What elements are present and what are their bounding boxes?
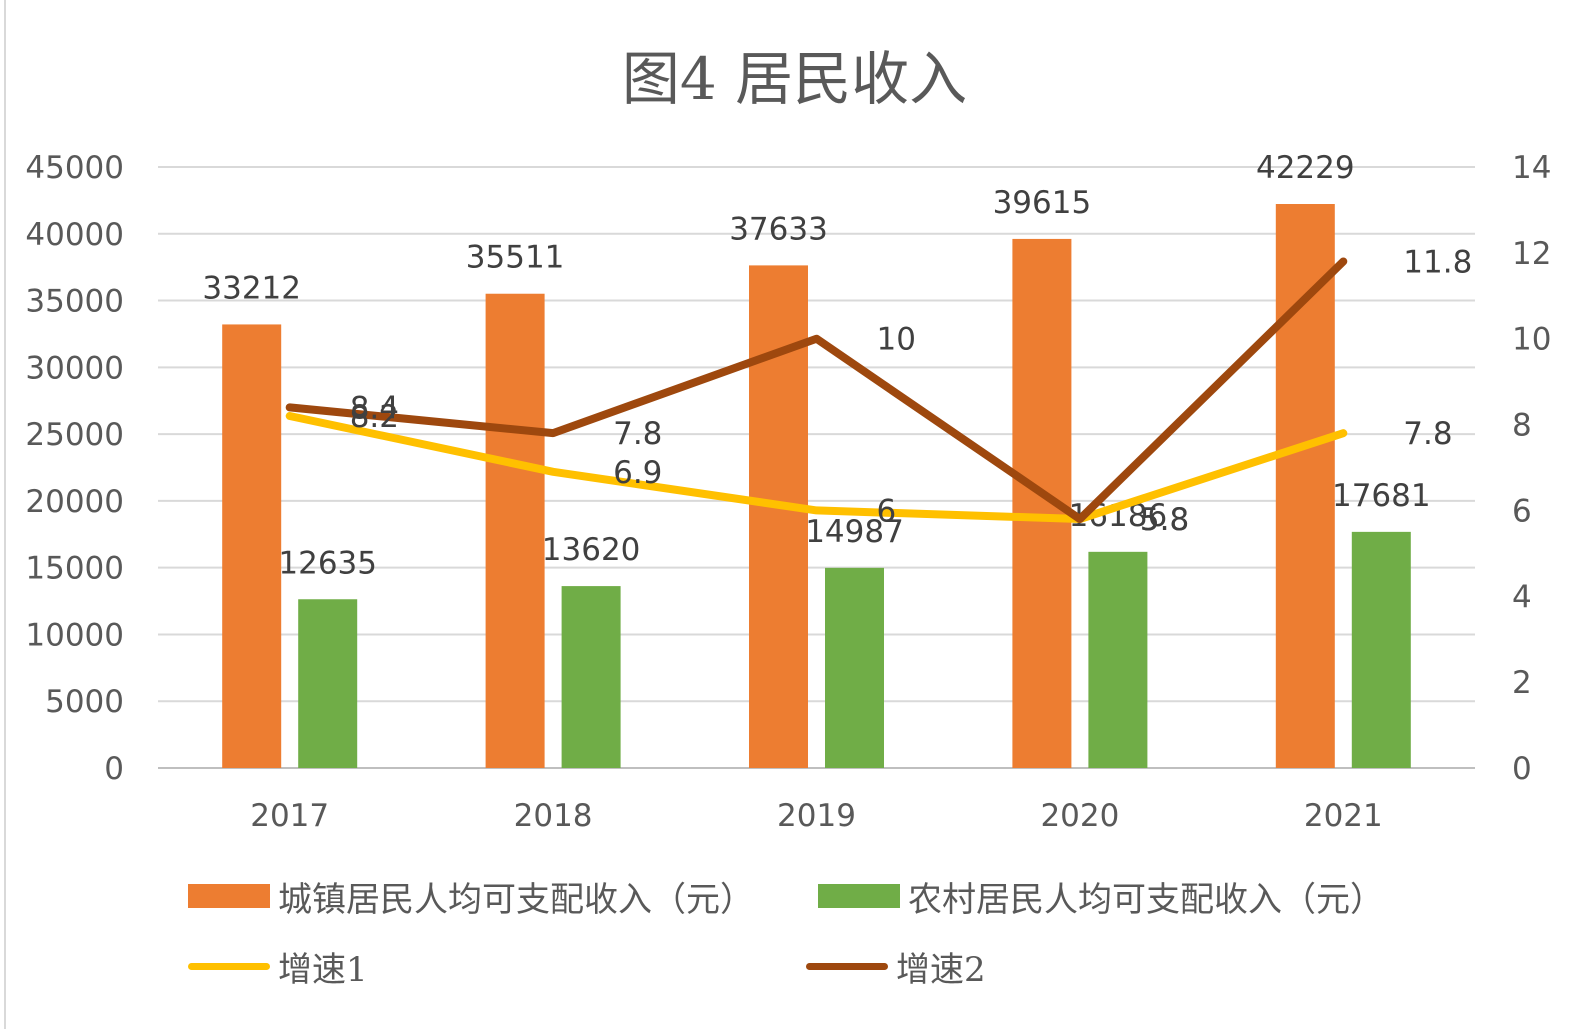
line-growth2-data-label: 11.8: [1403, 244, 1472, 280]
chart-legend: 城镇居民人均可支配收入（元） 农村居民人均可支配收入（元） 增速1 增速2: [0, 870, 1589, 1000]
y-left-tick-label: 35000: [25, 284, 124, 320]
bar-urban: [1275, 204, 1335, 768]
line-growth1-data-label: 5.8: [1140, 502, 1189, 538]
legend-swatch-urban: [188, 884, 270, 908]
bar-rural: [561, 586, 621, 768]
bar-urban: [485, 293, 545, 768]
y-left-tick-label: 5000: [45, 684, 124, 720]
y-right-tick-label: 8: [1512, 408, 1532, 444]
chart-plot: 0 5000 10000 15000 20000 25000 30000 35000 40000…: [25, 150, 1551, 834]
y-right-tick-label: 2: [1512, 665, 1532, 701]
y-left-tick-label: 15000: [25, 551, 124, 587]
legend-item-rural: 农村居民人均可支配收入（元）: [818, 876, 1384, 920]
bar-data-label: 13620: [542, 532, 641, 568]
y-left-tick-label: 25000: [25, 417, 124, 453]
bar-data-label: 37633: [729, 211, 828, 247]
y-left-tick-label: 30000: [25, 350, 124, 386]
legend-swatch-rural: [818, 884, 900, 908]
chart-title: 图4 居民收入: [621, 45, 968, 113]
bar-data-label: 39615: [993, 185, 1092, 221]
left-edge-line: [4, 0, 6, 1029]
y-right-tick-label: 0: [1512, 751, 1532, 787]
line-growth2-data-label: 5.8: [1140, 502, 1189, 538]
y-right-tick-label: 4: [1512, 579, 1532, 615]
bar-rural: [1088, 551, 1148, 768]
legend-swatch-growth2: [806, 962, 888, 970]
legend-item-urban: 城镇居民人均可支配收入（元）: [188, 876, 754, 920]
line-growth1: [285, 411, 1348, 524]
y-right-tick-label: 12: [1512, 236, 1551, 272]
x-tick-label: 2019: [777, 798, 856, 834]
bar-data-label: 33212: [202, 270, 301, 306]
bar-rural: [1351, 531, 1411, 768]
y-left-tick-label: 0: [104, 751, 124, 787]
line-growth1-data-label: 7.8: [1403, 416, 1452, 452]
y-left-tick-label: 45000: [25, 150, 124, 186]
y-left-tick-label: 10000: [25, 617, 124, 653]
line-growth1-data-label: 6: [877, 493, 897, 529]
line-growth2-data-label: 10: [877, 322, 916, 358]
y-right-tick-label: 14: [1512, 150, 1551, 186]
legend-item-growth1: 增速1: [188, 946, 368, 990]
y-right-tick-label: 6: [1512, 493, 1532, 529]
x-tick-label: 2017: [250, 798, 329, 834]
legend-label-growth1: 增速1: [278, 949, 368, 990]
legend-label-growth2: 增速2: [896, 949, 986, 990]
legend-label-rural: 农村居民人均可支配收入（元）: [908, 879, 1384, 920]
bar-urban: [222, 324, 282, 768]
legend-swatch-growth1: [188, 962, 270, 970]
y-right-tick-label: 10: [1512, 322, 1551, 358]
line-growth2-data-label: 7.8: [613, 416, 662, 452]
bar-data-label: 12635: [278, 545, 377, 581]
y-left-tick-label: 20000: [25, 484, 124, 520]
bar-data-label: 14987: [805, 514, 904, 550]
line-growth2-data-label: 8.4: [350, 390, 399, 426]
legend-item-growth2: 增速2: [806, 946, 986, 990]
line-growth1-data-label: 8.2: [350, 399, 399, 435]
bar-rural: [298, 599, 358, 768]
legend-label-urban: 城镇居民人均可支配收入（元）: [278, 879, 754, 920]
bar-rural: [825, 567, 884, 768]
bar-data-label: 17681: [1332, 478, 1431, 514]
line-growth1-data-label: 6.9: [613, 455, 662, 491]
bar-data-label: 42229: [1256, 150, 1355, 186]
x-tick-label: 2021: [1304, 798, 1383, 834]
y-left-tick-label: 40000: [25, 217, 124, 253]
x-tick-label: 2020: [1040, 798, 1119, 834]
bar-data-label: 35511: [466, 240, 565, 276]
x-tick-label: 2018: [514, 798, 593, 834]
line-growth2: [285, 257, 1348, 524]
